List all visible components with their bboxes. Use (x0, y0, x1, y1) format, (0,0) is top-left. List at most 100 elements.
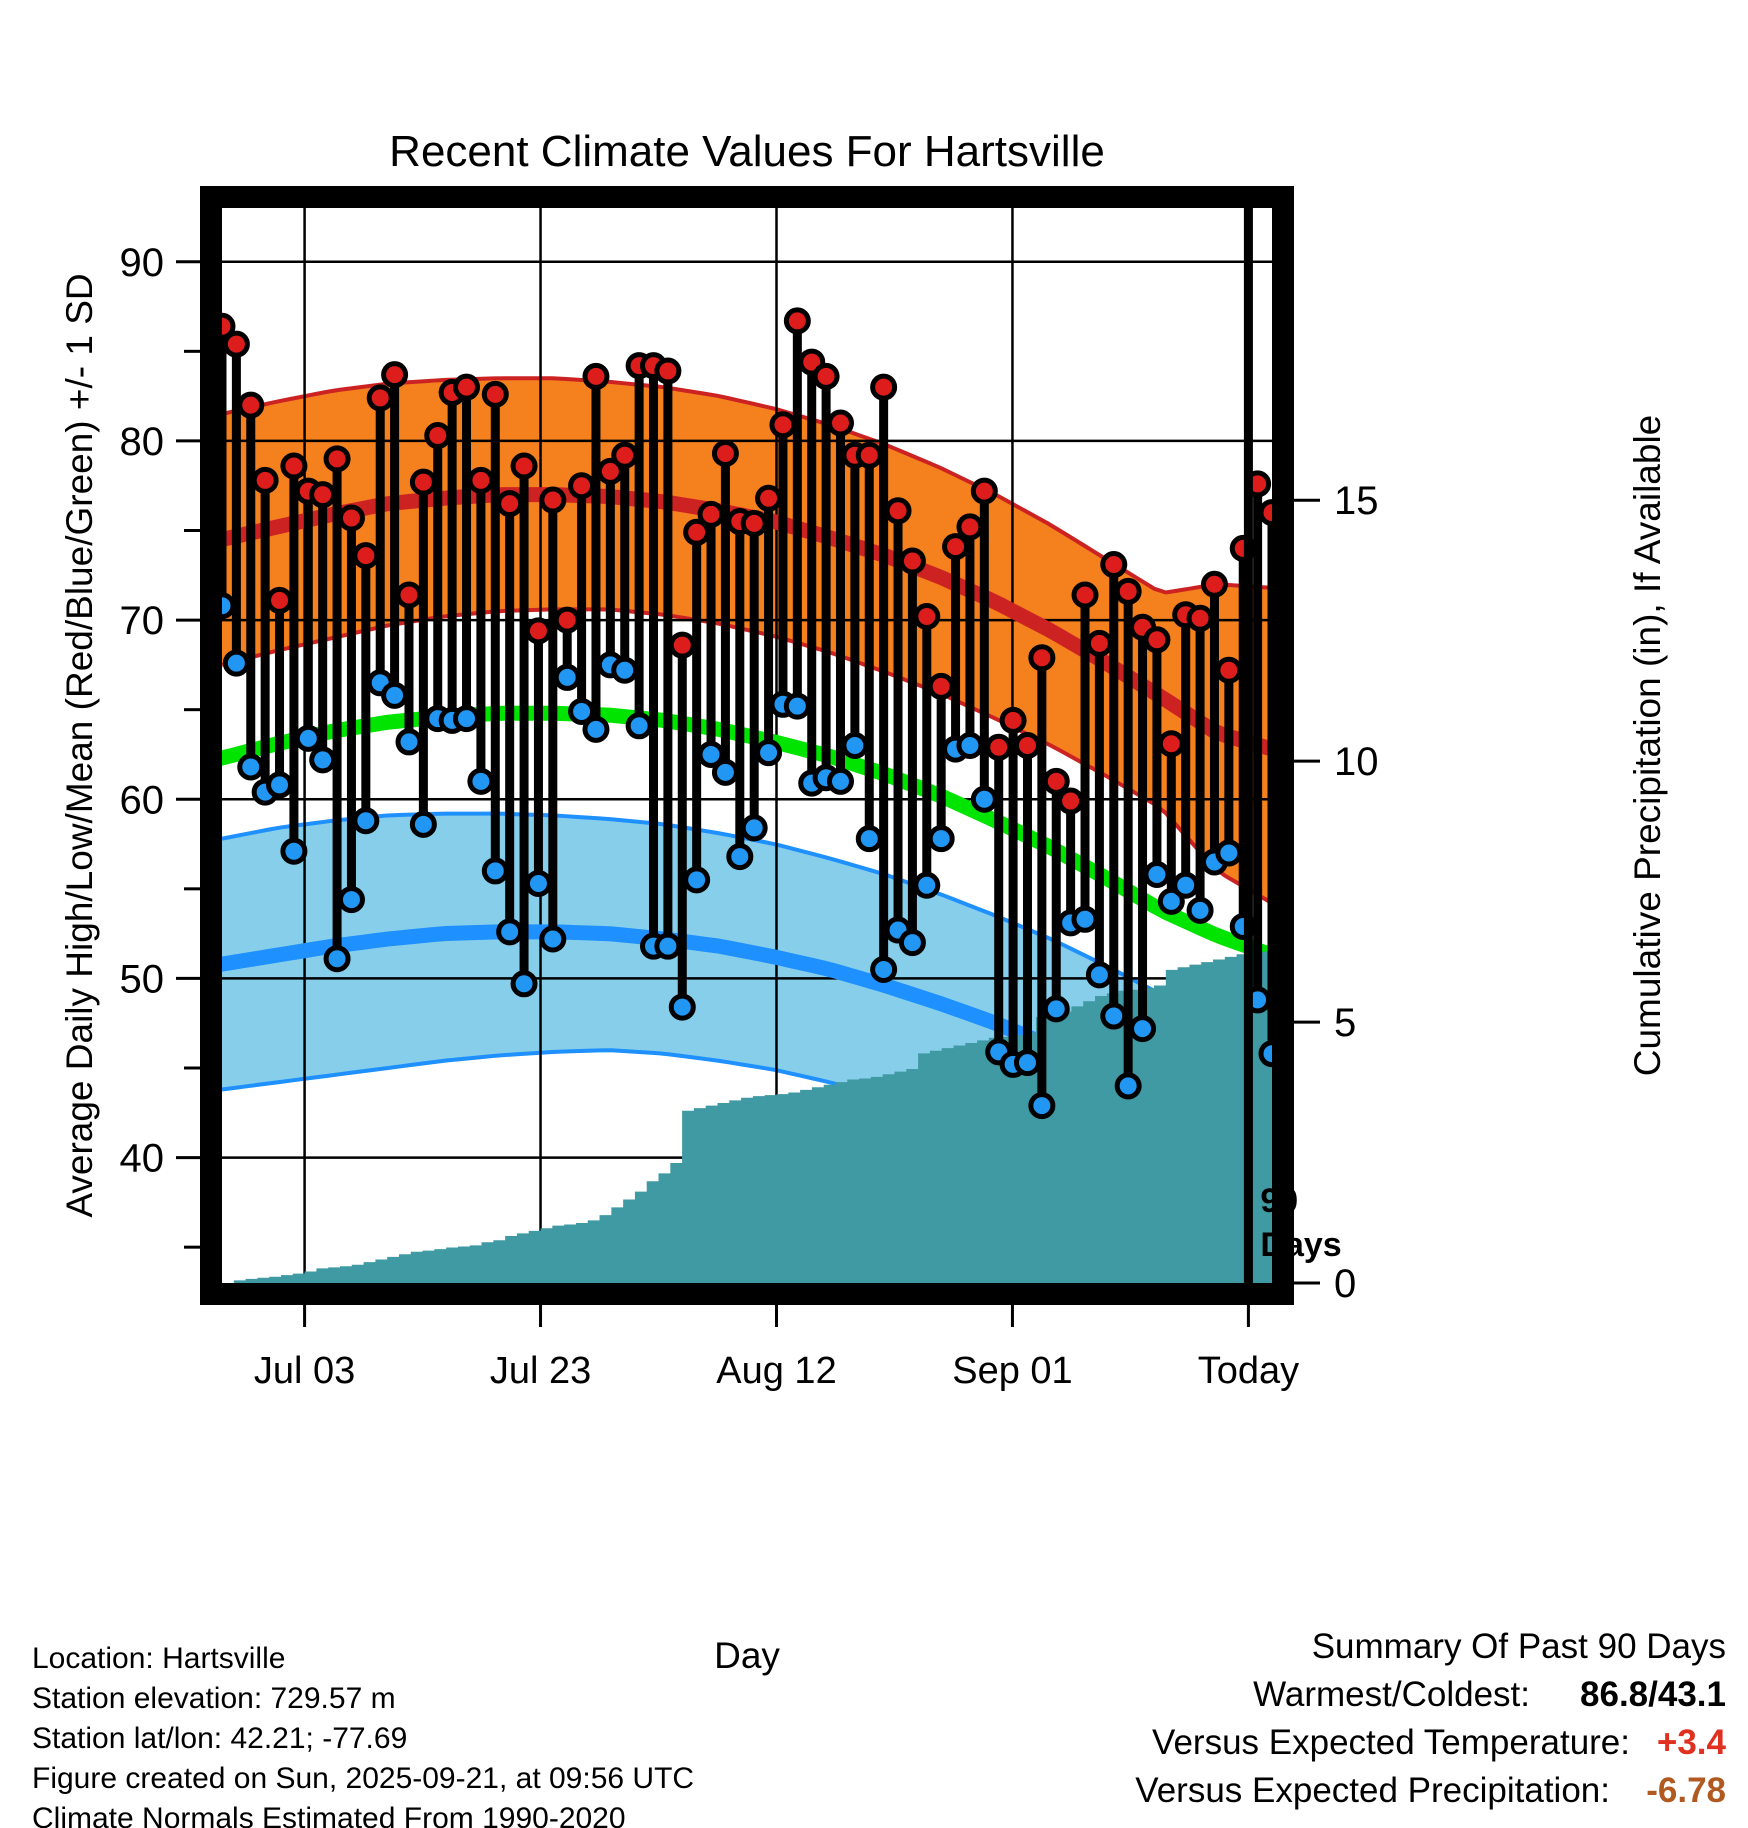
daily-low-marker (524, 869, 552, 897)
footer-line: Climate Normals Estimated From 1990-2020 (32, 1802, 626, 1828)
daily-high-marker (755, 484, 783, 512)
daily-high-marker (309, 481, 337, 509)
daily-high-marker (1143, 626, 1171, 654)
daily-high-marker (524, 617, 552, 645)
daily-low-marker (222, 649, 250, 677)
daily-high-marker (826, 409, 854, 437)
daily-high-marker (1157, 730, 1185, 758)
daily-high-marker (1258, 499, 1272, 527)
daily-markers (222, 307, 1272, 1120)
x-tick-label: Jul 03 (254, 1350, 355, 1392)
summary-heading: Summary Of Past 90 Days (1312, 1627, 1726, 1666)
daily-high-marker (1200, 570, 1228, 598)
daily-low-marker (956, 732, 984, 759)
daily-high-marker (395, 581, 423, 609)
y-tick-label: 80 (120, 420, 165, 464)
daily-low-marker (855, 825, 883, 853)
daily-high-marker (352, 542, 380, 570)
axes-frame (200, 186, 1294, 1305)
daily-high-marker (870, 373, 898, 401)
daily-high-marker (251, 466, 279, 494)
daily-low-marker (553, 663, 581, 691)
daily-high-marker (539, 486, 567, 514)
daily-high-marker (582, 362, 610, 390)
daily-low-marker (409, 810, 437, 838)
daily-high-marker (409, 468, 437, 496)
daily-low-marker (395, 728, 423, 756)
daily-low-marker (783, 692, 811, 720)
daily-low-marker (711, 758, 739, 786)
daily-low-marker (740, 814, 768, 842)
daily-high-marker (913, 603, 941, 630)
daily-low-marker (755, 739, 783, 767)
daily-high-marker (1114, 577, 1142, 605)
summary-value: 86.8/43.1 (1580, 1675, 1726, 1714)
footer-line: Station lat/lon: 42.21; -77.69 (32, 1722, 407, 1755)
daily-low-marker (1042, 995, 1070, 1023)
x-tick-label: Aug 12 (716, 1350, 836, 1392)
daily-low-marker (927, 825, 955, 853)
footer-line: Location: Hartsville (32, 1642, 285, 1675)
chart-title: Recent Climate Values For Hartsville (389, 127, 1105, 176)
daily-low-marker (1258, 1040, 1272, 1068)
daily-low-marker (1129, 1015, 1157, 1043)
daily-low-marker (625, 712, 653, 740)
summary-label: Versus Expected Temperature: (1152, 1723, 1630, 1762)
daily-high-marker (855, 441, 883, 469)
daily-high-marker (985, 733, 1013, 761)
daily-low-marker (352, 807, 380, 835)
summary-value: -6.78 (1646, 1771, 1726, 1810)
daily-high-marker (222, 330, 250, 358)
daily-low-marker (309, 746, 337, 774)
daily-high-marker (683, 518, 711, 546)
y-axis-label-right: Cumulative Precipitation (in), If Availa… (1627, 415, 1668, 1077)
daily-high-marker (711, 439, 739, 467)
daily-high-marker (1071, 581, 1099, 609)
daily-high-marker (1186, 604, 1214, 632)
daily-low-marker (381, 681, 409, 709)
x-tick-label: Today (1198, 1350, 1299, 1392)
daily-high-marker (280, 452, 308, 480)
daily-high-marker (654, 357, 682, 385)
daily-high-marker (510, 452, 538, 480)
y-axis-label: Average Daily High/Low/Mean (Red/Blue/Gr… (59, 273, 100, 1217)
daily-high-marker (956, 513, 984, 541)
daily-low-marker (481, 857, 509, 885)
daily-low-marker (826, 767, 854, 795)
daily-low-marker (323, 945, 351, 973)
daily-high-marker (266, 586, 294, 614)
daily-high-marker (323, 445, 351, 473)
cumulative-precipitation-area (222, 949, 1272, 1283)
footer-line: Figure created on Sun, 2025-09-21, at 09… (32, 1762, 694, 1795)
y-right-tick-label: 5 (1334, 1001, 1356, 1045)
daily-low-marker (970, 785, 998, 813)
daily-low-marker (237, 753, 265, 781)
daily-high-marker (453, 373, 481, 401)
daily-low-marker (726, 843, 754, 871)
daily-low-marker (1071, 905, 1099, 933)
daily-high-marker (927, 672, 955, 700)
daily-low-marker (898, 929, 926, 957)
daily-low-marker (453, 705, 481, 733)
daily-high-marker (1042, 767, 1070, 795)
daily-high-marker (1215, 656, 1243, 684)
daily-high-marker (783, 307, 811, 335)
daily-low-marker (1157, 887, 1185, 915)
plot-area (222, 208, 1272, 1283)
daily-low-marker (1186, 896, 1214, 924)
daily-low-marker (1172, 871, 1200, 899)
daily-low-marker (266, 771, 294, 799)
daily-low-marker (1100, 1002, 1128, 1030)
daily-low-marker (568, 697, 596, 725)
daily-high-marker (381, 361, 409, 389)
daily-high-marker (467, 466, 495, 494)
daily-high-marker (424, 422, 452, 450)
daily-high-marker (1028, 644, 1056, 672)
daily-low-marker (654, 932, 682, 960)
daily-high-marker (553, 606, 581, 634)
x-tick-label: Sep 01 (952, 1350, 1072, 1392)
daily-low-marker (1085, 961, 1113, 989)
daily-low-marker (467, 767, 495, 795)
